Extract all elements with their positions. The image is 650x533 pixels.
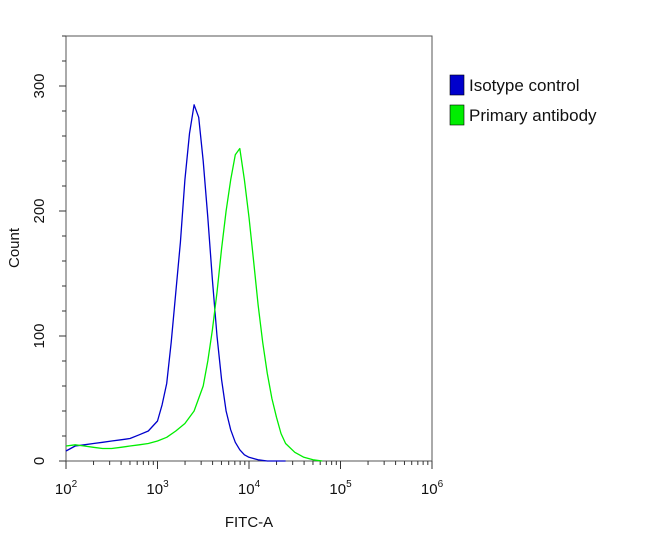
legend-label-primary-antibody: Primary antibody [469, 106, 597, 125]
x-tick-label: 102 [55, 479, 78, 498]
series-line-primary-antibody [65, 147, 323, 462]
x-axis-title: FITC-A [225, 514, 273, 531]
x-tick-label: 103 [146, 479, 169, 498]
x-tick-label: 106 [421, 479, 444, 498]
legend-swatch-primary-antibody [449, 104, 465, 126]
y-axis-title: Count [6, 227, 23, 268]
y-axis-ticks: 0 100 200 300 [31, 35, 66, 465]
x-axis-ticks: 102 103 104 105 106 [55, 461, 444, 498]
legend-label-isotype-control: Isotype control [469, 76, 580, 95]
legend-swatch-isotype-control [449, 74, 465, 96]
y-tick-label: 0 [31, 457, 48, 465]
y-tick-label: 300 [31, 73, 48, 98]
y-tick-label: 200 [31, 198, 48, 223]
y-tick-label: 100 [31, 323, 48, 348]
plot-frame [65, 35, 433, 462]
x-tick-label: 105 [329, 479, 352, 498]
series-line-isotype-control [65, 104, 286, 462]
series-layer [65, 104, 323, 462]
legend: Isotype control Primary antibody [449, 74, 597, 126]
x-tick-label: 104 [238, 479, 261, 498]
